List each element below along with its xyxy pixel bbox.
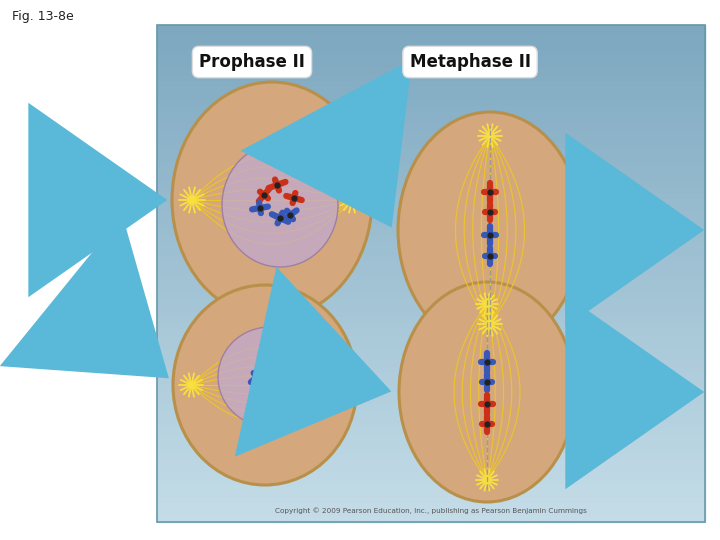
Bar (157, 466, 705, 472)
Bar (157, 273, 705, 280)
Bar (157, 248, 705, 255)
Bar (157, 37, 705, 44)
Bar (157, 31, 705, 37)
Bar (157, 286, 705, 292)
Bar (157, 25, 705, 31)
Bar (157, 255, 705, 261)
Bar (157, 435, 705, 441)
Bar (157, 106, 705, 112)
Text: Metaphase II: Metaphase II (410, 53, 531, 71)
Bar (157, 149, 705, 156)
Bar (157, 267, 705, 273)
Text: Copyright © 2009 Pearson Education, Inc., publishing as Pearson Benjamin Cumming: Copyright © 2009 Pearson Education, Inc.… (275, 507, 587, 514)
Bar (157, 156, 705, 161)
Bar (157, 423, 705, 429)
Bar (157, 367, 705, 373)
Bar (157, 242, 705, 248)
Bar (157, 161, 705, 168)
Bar (157, 448, 705, 454)
Bar (157, 311, 705, 317)
Bar (157, 429, 705, 435)
Bar (157, 503, 705, 510)
Bar (157, 497, 705, 503)
Bar (157, 441, 705, 448)
Bar (157, 261, 705, 267)
Bar (157, 218, 705, 224)
Bar (157, 410, 705, 416)
Bar (157, 398, 705, 404)
Bar (157, 124, 705, 131)
Bar (157, 211, 705, 218)
Bar (157, 292, 705, 298)
Ellipse shape (218, 327, 322, 427)
Bar (157, 392, 705, 398)
Bar (157, 354, 705, 361)
Bar (157, 56, 705, 62)
Ellipse shape (398, 112, 582, 348)
Bar (157, 99, 705, 106)
Bar (157, 516, 705, 522)
Bar (157, 81, 705, 87)
Bar (157, 305, 705, 311)
Bar (157, 93, 705, 99)
Bar (157, 230, 705, 236)
Bar (157, 478, 705, 485)
Bar (157, 118, 705, 124)
Bar (157, 112, 705, 118)
Ellipse shape (173, 285, 357, 485)
Bar (157, 205, 705, 211)
Bar (157, 373, 705, 379)
Bar (157, 199, 705, 205)
Bar (157, 379, 705, 386)
Text: Prophase II: Prophase II (199, 53, 305, 71)
Bar (157, 137, 705, 143)
Bar (157, 25, 705, 522)
Ellipse shape (172, 82, 372, 318)
Bar (157, 298, 705, 305)
Bar (157, 236, 705, 242)
Bar (157, 485, 705, 491)
Bar (157, 168, 705, 174)
Ellipse shape (399, 282, 575, 502)
Bar (157, 454, 705, 460)
Bar (157, 386, 705, 392)
Bar (157, 224, 705, 230)
Bar (157, 62, 705, 69)
Bar (157, 131, 705, 137)
Bar (157, 174, 705, 180)
Bar (157, 329, 705, 336)
Bar (157, 336, 705, 342)
Bar (157, 348, 705, 354)
Bar (157, 87, 705, 93)
Bar (157, 69, 705, 75)
Bar (157, 193, 705, 199)
Bar (157, 44, 705, 50)
Bar (157, 416, 705, 423)
Bar (157, 317, 705, 323)
Bar (157, 180, 705, 186)
Bar (157, 50, 705, 56)
Bar (157, 143, 705, 149)
Bar (157, 342, 705, 348)
Bar (157, 472, 705, 478)
Bar (157, 323, 705, 329)
Bar (157, 75, 705, 81)
Ellipse shape (222, 143, 338, 267)
Bar (157, 510, 705, 516)
Bar (157, 460, 705, 466)
Bar (157, 280, 705, 286)
Bar (157, 491, 705, 497)
Text: Fig. 13-8e: Fig. 13-8e (12, 10, 73, 23)
Bar (157, 404, 705, 410)
Bar (157, 361, 705, 367)
Bar (157, 186, 705, 193)
